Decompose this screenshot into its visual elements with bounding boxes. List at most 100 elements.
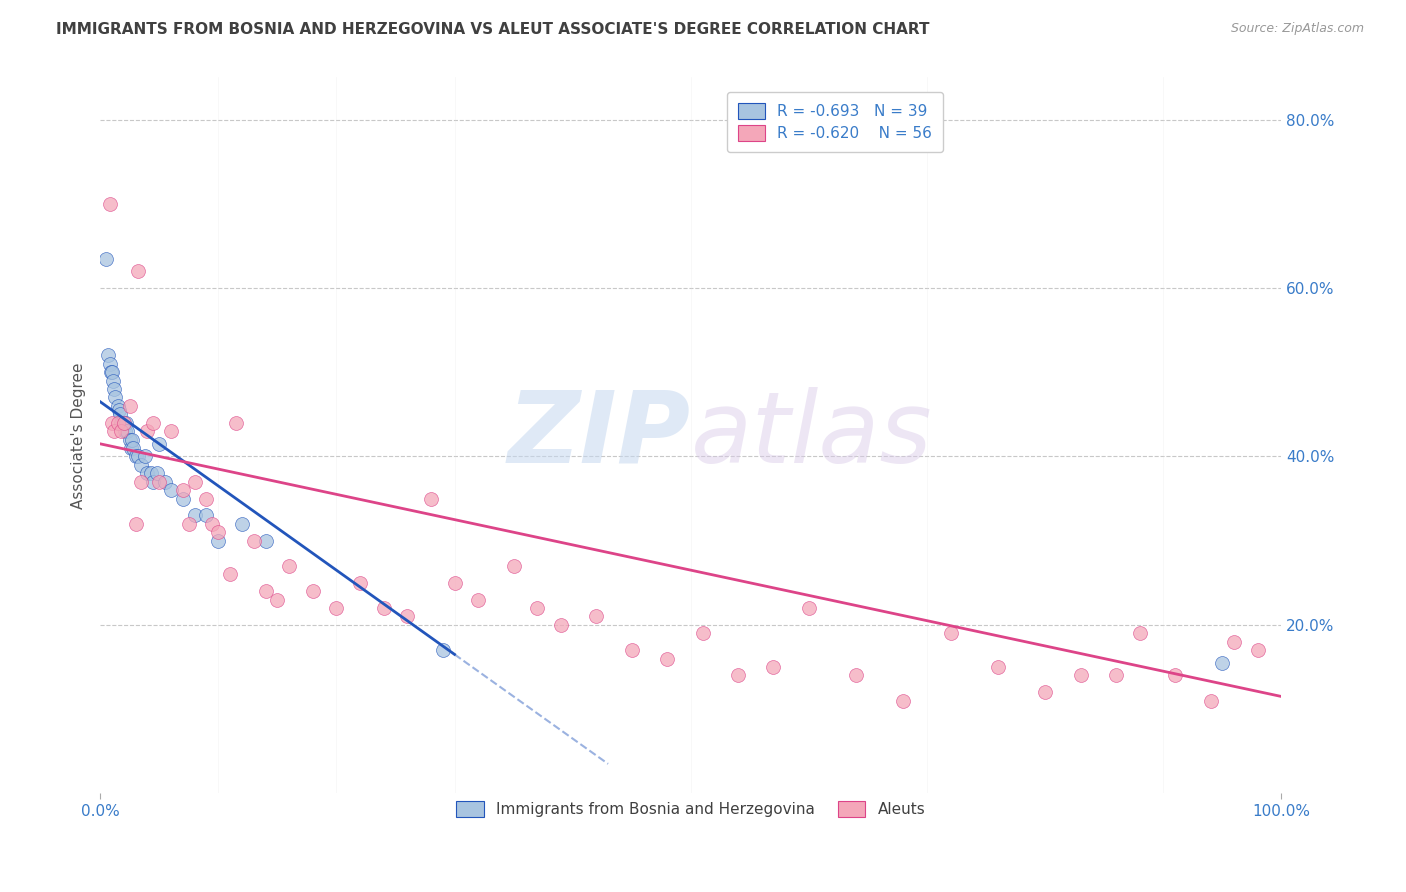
Point <box>620 643 643 657</box>
Point <box>98 357 121 371</box>
Point <box>325 601 347 615</box>
Point <box>148 437 170 451</box>
Point <box>207 533 229 548</box>
Point <box>467 592 489 607</box>
Point <box>845 668 868 682</box>
Point <box>127 450 149 464</box>
Point <box>142 416 165 430</box>
Point <box>301 584 323 599</box>
Text: IMMIGRANTS FROM BOSNIA AND HERZEGOVINA VS ALEUT ASSOCIATE'S DEGREE CORRELATION C: IMMIGRANTS FROM BOSNIA AND HERZEGOVINA V… <box>56 22 929 37</box>
Point <box>120 441 142 455</box>
Point <box>98 196 121 211</box>
Legend: Immigrants from Bosnia and Herzegovina, Aleuts: Immigrants from Bosnia and Herzegovina, … <box>449 794 934 825</box>
Point <box>101 416 124 430</box>
Point <box>103 424 125 438</box>
Point <box>939 626 962 640</box>
Point <box>148 475 170 489</box>
Point <box>183 508 205 523</box>
Point <box>1199 694 1222 708</box>
Point <box>550 618 572 632</box>
Point <box>526 601 548 615</box>
Point <box>108 408 131 422</box>
Point <box>117 424 139 438</box>
Point <box>122 441 145 455</box>
Point <box>112 416 135 430</box>
Point <box>107 399 129 413</box>
Point <box>893 694 915 708</box>
Point <box>118 433 141 447</box>
Point <box>1164 668 1187 682</box>
Point <box>207 525 229 540</box>
Point <box>692 626 714 640</box>
Point <box>131 458 153 472</box>
Point <box>97 348 120 362</box>
Point <box>131 475 153 489</box>
Point <box>254 533 277 548</box>
Point <box>1033 685 1056 699</box>
Text: Source: ZipAtlas.com: Source: ZipAtlas.com <box>1230 22 1364 36</box>
Point <box>254 584 277 599</box>
Point <box>160 424 183 438</box>
Point <box>142 475 165 489</box>
Point <box>115 416 138 430</box>
Point <box>195 491 218 506</box>
Point <box>1247 643 1270 657</box>
Point <box>195 508 218 523</box>
Point <box>172 491 194 506</box>
Point <box>124 516 146 531</box>
Point <box>183 475 205 489</box>
Point <box>373 601 395 615</box>
Point <box>1070 668 1092 682</box>
Y-axis label: Associate's Degree: Associate's Degree <box>72 362 86 508</box>
Point <box>139 467 162 481</box>
Point <box>160 483 183 497</box>
Point <box>396 609 419 624</box>
Point <box>121 433 143 447</box>
Point <box>432 643 454 657</box>
Point <box>114 424 136 438</box>
Point <box>107 416 129 430</box>
Point <box>103 382 125 396</box>
Point <box>134 450 156 464</box>
Point <box>585 609 607 624</box>
Point <box>108 403 131 417</box>
Point <box>219 567 242 582</box>
Point <box>225 416 247 430</box>
Point <box>655 651 678 665</box>
Point <box>153 475 176 489</box>
Point <box>136 467 159 481</box>
Point <box>1105 668 1128 682</box>
Point <box>172 483 194 497</box>
Point <box>242 533 264 548</box>
Point <box>127 264 149 278</box>
Point <box>112 416 135 430</box>
Point <box>762 660 785 674</box>
Point <box>201 516 224 531</box>
Point <box>101 374 124 388</box>
Point <box>231 516 253 531</box>
Point <box>266 592 288 607</box>
Point <box>118 399 141 413</box>
Text: ZIP: ZIP <box>508 387 690 483</box>
Point <box>146 467 169 481</box>
Point <box>1223 634 1246 648</box>
Point <box>136 424 159 438</box>
Text: atlas: atlas <box>690 387 932 483</box>
Point <box>110 424 132 438</box>
Point <box>419 491 441 506</box>
Point <box>727 668 749 682</box>
Point <box>987 660 1010 674</box>
Point <box>110 416 132 430</box>
Point <box>104 391 127 405</box>
Point <box>502 558 524 573</box>
Point <box>101 365 124 379</box>
Point <box>1129 626 1152 640</box>
Point <box>177 516 200 531</box>
Point <box>349 575 371 590</box>
Point <box>1211 656 1233 670</box>
Point <box>100 365 122 379</box>
Point <box>797 601 820 615</box>
Point <box>443 575 465 590</box>
Point <box>124 450 146 464</box>
Point <box>94 252 117 266</box>
